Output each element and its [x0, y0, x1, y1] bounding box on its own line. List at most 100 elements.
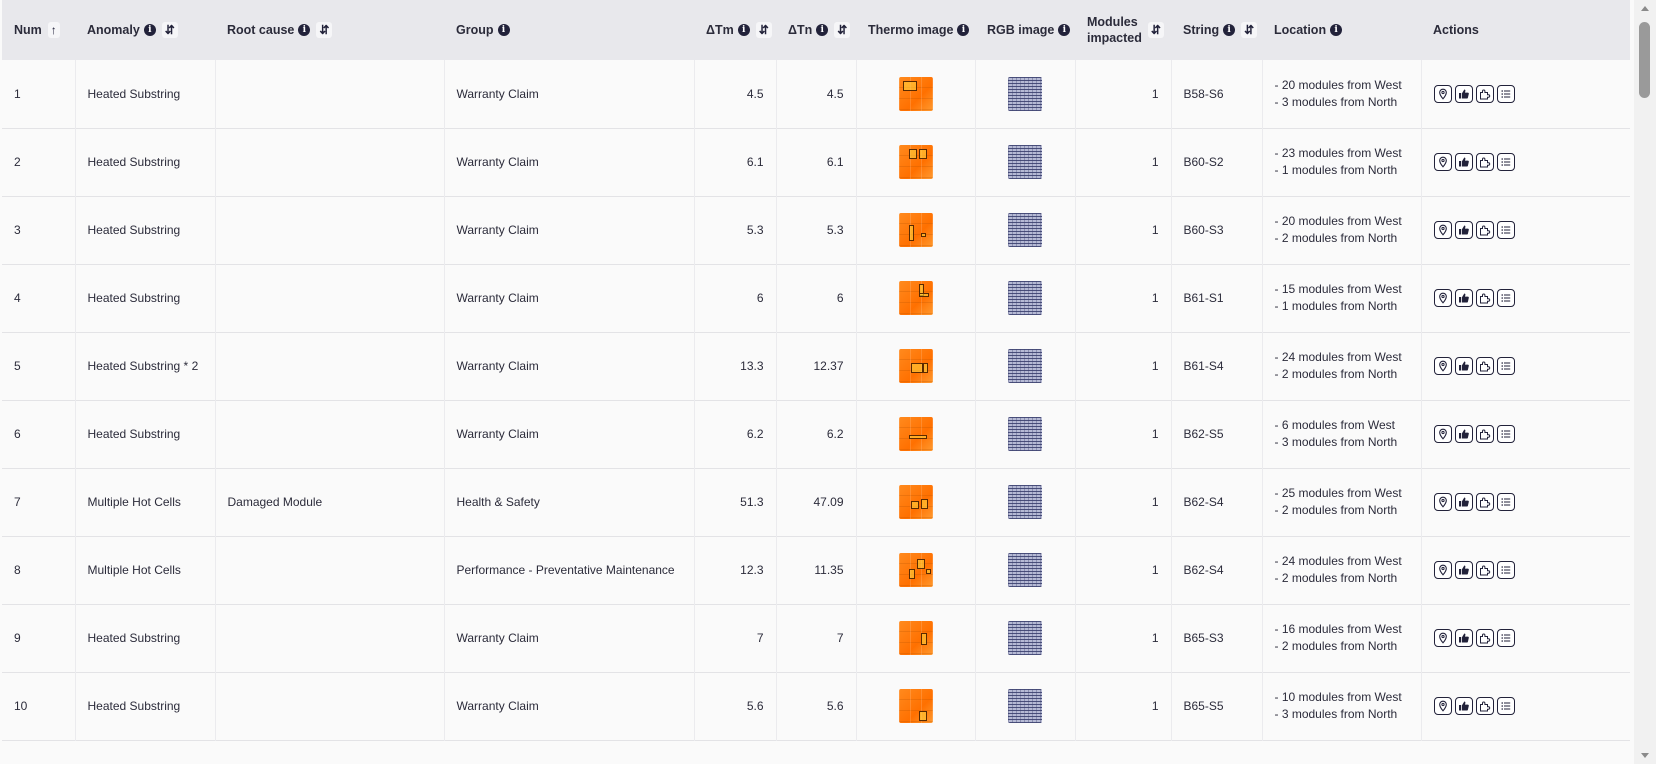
details-list-button[interactable]: [1496, 153, 1515, 171]
info-icon[interactable]: i: [1058, 24, 1071, 36]
puzzle-button[interactable]: [1475, 84, 1494, 103]
vertical-scrollbar[interactable]: [1634, 0, 1656, 764]
map-pin-button[interactable]: [1433, 561, 1452, 579]
map-pin-button[interactable]: [1433, 629, 1452, 647]
header-anomaly[interactable]: Anomaly i ⇵: [75, 0, 215, 60]
table-row[interactable]: 8 Multiple Hot Cells Performance - Preve…: [2, 536, 1630, 604]
thermo-image-thumbnail[interactable]: [898, 417, 933, 451]
table-row[interactable]: 3 Heated Substring Warranty Claim 5.3 5.…: [2, 196, 1630, 264]
approve-button[interactable]: [1454, 425, 1473, 443]
rgb-image-thumbnail[interactable]: [1008, 553, 1042, 587]
approve-button[interactable]: [1454, 289, 1473, 307]
rgb-image-thumbnail[interactable]: [1008, 145, 1042, 179]
approve-button[interactable]: [1454, 357, 1473, 375]
scroll-down-arrow-icon[interactable]: [1641, 753, 1649, 758]
cell-root-cause: [215, 604, 445, 672]
info-icon[interactable]: i: [737, 24, 750, 36]
thermo-image-thumbnail[interactable]: [898, 485, 933, 519]
table-row[interactable]: 9 Heated Substring Warranty Claim 7 7 1 …: [2, 604, 1630, 672]
table-row[interactable]: 10 Heated Substring Warranty Claim 5.6 5…: [2, 672, 1630, 740]
details-list-button[interactable]: [1496, 425, 1515, 443]
scrollbar-thumb[interactable]: [1639, 22, 1650, 98]
table-row[interactable]: 1 Heated Substring Warranty Claim 4.5 4.…: [2, 60, 1630, 128]
map-pin-button[interactable]: [1433, 84, 1452, 103]
approve-button[interactable]: [1454, 221, 1473, 239]
puzzle-button[interactable]: [1475, 629, 1494, 647]
approve-button[interactable]: [1454, 493, 1473, 511]
details-list-button[interactable]: [1496, 697, 1515, 715]
thermo-image-thumbnail[interactable]: [898, 349, 933, 383]
map-pin-button[interactable]: [1433, 289, 1452, 307]
header-dtm[interactable]: ΔTm i ⇵: [694, 0, 776, 60]
thermo-image-thumbnail[interactable]: [898, 621, 933, 655]
details-list-button[interactable]: [1496, 84, 1515, 103]
details-list-button[interactable]: [1496, 221, 1515, 239]
details-list-button[interactable]: [1496, 493, 1515, 511]
approve-button[interactable]: [1454, 153, 1473, 171]
cell-root-cause: [215, 128, 445, 196]
rgb-image-thumbnail[interactable]: [1008, 281, 1042, 315]
thermo-image-thumbnail[interactable]: [898, 689, 933, 723]
puzzle-button[interactable]: [1475, 153, 1494, 171]
puzzle-button[interactable]: [1475, 493, 1494, 511]
thermo-image-thumbnail[interactable]: [898, 145, 933, 179]
info-icon[interactable]: i: [298, 24, 311, 36]
sort-icon[interactable]: ⇵: [316, 22, 333, 38]
puzzle-button[interactable]: [1475, 697, 1494, 715]
map-pin-button[interactable]: [1433, 493, 1452, 511]
table-row[interactable]: 6 Heated Substring Warranty Claim 6.2 6.…: [2, 400, 1630, 468]
map-pin-button[interactable]: [1433, 153, 1452, 171]
table-row[interactable]: 7 Multiple Hot Cells Damaged Module Heal…: [2, 468, 1630, 536]
details-list-button[interactable]: [1496, 561, 1515, 579]
approve-button[interactable]: [1454, 84, 1473, 103]
header-num[interactable]: Num ↑: [2, 0, 75, 60]
sort-icon[interactable]: ⇵: [755, 22, 772, 38]
arrow-up-icon[interactable]: ↑: [47, 22, 60, 38]
rgb-image-thumbnail[interactable]: [1008, 689, 1042, 723]
table-row[interactable]: 2 Heated Substring Warranty Claim 6.1 6.…: [2, 128, 1630, 196]
puzzle-button[interactable]: [1475, 357, 1494, 375]
info-icon[interactable]: i: [143, 24, 156, 36]
rgb-image-thumbnail[interactable]: [1008, 76, 1042, 111]
header-root-cause[interactable]: Root cause i ⇵: [215, 0, 444, 60]
thermo-image-thumbnail[interactable]: [898, 76, 933, 111]
row-actions: [1433, 425, 1619, 443]
scroll-up-arrow-icon[interactable]: [1641, 6, 1649, 11]
approve-button[interactable]: [1454, 697, 1473, 715]
info-icon[interactable]: i: [1223, 24, 1236, 36]
rgb-image-thumbnail[interactable]: [1008, 485, 1042, 519]
puzzle-button[interactable]: [1475, 561, 1494, 579]
sort-icon[interactable]: ⇵: [1241, 22, 1258, 38]
puzzle-button[interactable]: [1475, 289, 1494, 307]
info-icon[interactable]: i: [1330, 24, 1343, 36]
puzzle-button[interactable]: [1475, 425, 1494, 443]
table-row[interactable]: 4 Heated Substring Warranty Claim 6 6 1 …: [2, 264, 1630, 332]
header-dtn[interactable]: ΔTn i ⇵: [776, 0, 856, 60]
map-pin-button[interactable]: [1433, 697, 1452, 715]
approve-button[interactable]: [1454, 629, 1473, 647]
rgb-image-thumbnail[interactable]: [1008, 417, 1042, 451]
details-list-button[interactable]: [1496, 289, 1515, 307]
rgb-image-thumbnail[interactable]: [1008, 621, 1042, 655]
header-string[interactable]: String i ⇵: [1171, 0, 1262, 60]
info-icon[interactable]: i: [816, 24, 829, 36]
details-list-button[interactable]: [1496, 357, 1515, 375]
header-modules-impacted[interactable]: Modules impacted ⇵: [1075, 0, 1171, 60]
sort-icon[interactable]: ⇵: [161, 22, 178, 38]
thermo-image-thumbnail[interactable]: [898, 553, 933, 587]
info-icon[interactable]: i: [497, 24, 510, 36]
puzzle-button[interactable]: [1475, 221, 1494, 239]
rgb-image-thumbnail[interactable]: [1008, 213, 1042, 247]
sort-icon[interactable]: ⇵: [834, 22, 851, 38]
sort-icon[interactable]: ⇵: [1147, 22, 1164, 38]
map-pin-button[interactable]: [1433, 357, 1452, 375]
table-row[interactable]: 5 Heated Substring * 2 Warranty Claim 13…: [2, 332, 1630, 400]
map-pin-button[interactable]: [1433, 221, 1452, 239]
approve-button[interactable]: [1454, 561, 1473, 579]
thermo-image-thumbnail[interactable]: [898, 281, 933, 315]
thermo-image-thumbnail[interactable]: [898, 213, 933, 247]
details-list-button[interactable]: [1496, 629, 1515, 647]
rgb-image-thumbnail[interactable]: [1008, 349, 1042, 383]
map-pin-button[interactable]: [1433, 425, 1452, 443]
info-icon[interactable]: i: [957, 24, 970, 36]
